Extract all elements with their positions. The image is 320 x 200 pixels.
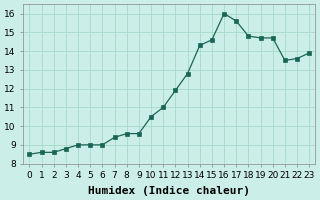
X-axis label: Humidex (Indice chaleur): Humidex (Indice chaleur) [88, 186, 250, 196]
